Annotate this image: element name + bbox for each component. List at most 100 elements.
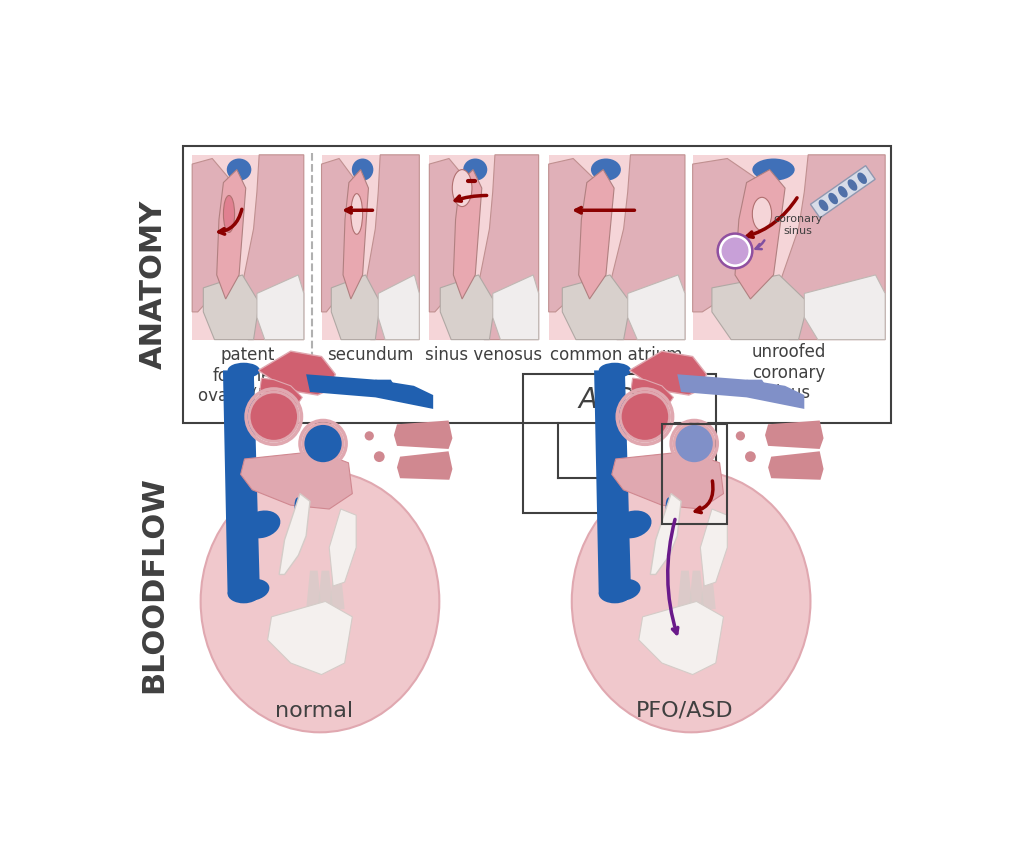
- Polygon shape: [562, 275, 631, 340]
- Polygon shape: [306, 571, 322, 609]
- Polygon shape: [677, 571, 692, 609]
- Text: coronary
sinus: coronary sinus: [773, 214, 822, 235]
- Text: BLOODFLOW: BLOODFLOW: [139, 476, 168, 693]
- Ellipse shape: [352, 158, 374, 181]
- Polygon shape: [317, 571, 333, 609]
- Polygon shape: [267, 601, 352, 674]
- Polygon shape: [397, 452, 453, 479]
- Ellipse shape: [243, 510, 281, 538]
- Polygon shape: [330, 571, 345, 609]
- Polygon shape: [193, 158, 234, 312]
- Ellipse shape: [226, 158, 251, 181]
- Polygon shape: [243, 155, 304, 340]
- Polygon shape: [712, 275, 808, 340]
- Polygon shape: [579, 170, 614, 299]
- Polygon shape: [639, 601, 724, 674]
- Ellipse shape: [236, 579, 269, 601]
- Polygon shape: [454, 170, 482, 299]
- Polygon shape: [330, 509, 356, 586]
- Ellipse shape: [453, 170, 472, 207]
- Polygon shape: [628, 275, 685, 340]
- Polygon shape: [257, 275, 304, 340]
- Bar: [183, 145, 891, 423]
- Ellipse shape: [351, 193, 362, 235]
- Circle shape: [303, 424, 343, 463]
- Ellipse shape: [599, 584, 631, 603]
- Polygon shape: [429, 158, 471, 312]
- Ellipse shape: [201, 470, 439, 733]
- Polygon shape: [549, 158, 600, 312]
- Ellipse shape: [753, 198, 772, 230]
- Bar: [662, 425, 727, 525]
- Ellipse shape: [848, 179, 857, 191]
- Text: unroofed
coronary
sinus: unroofed coronary sinus: [752, 342, 826, 402]
- Ellipse shape: [828, 193, 838, 204]
- Text: ANATOMY: ANATOMY: [139, 199, 168, 369]
- Ellipse shape: [227, 362, 260, 378]
- Polygon shape: [343, 170, 369, 299]
- Polygon shape: [594, 370, 631, 594]
- Polygon shape: [223, 370, 260, 594]
- Text: PFO/ASD: PFO/ASD: [636, 701, 734, 721]
- Polygon shape: [322, 158, 358, 312]
- Polygon shape: [804, 275, 885, 340]
- Polygon shape: [765, 420, 823, 449]
- Circle shape: [374, 452, 385, 462]
- Polygon shape: [650, 494, 681, 574]
- Ellipse shape: [571, 470, 810, 733]
- Ellipse shape: [666, 498, 674, 521]
- Polygon shape: [394, 420, 453, 449]
- Polygon shape: [478, 155, 539, 340]
- Bar: [193, 155, 304, 340]
- Text: sinus venosus: sinus venosus: [425, 346, 543, 364]
- Ellipse shape: [857, 172, 867, 184]
- Circle shape: [249, 392, 298, 442]
- Bar: [429, 155, 539, 340]
- Ellipse shape: [599, 362, 631, 378]
- Polygon shape: [217, 170, 246, 299]
- Polygon shape: [779, 155, 885, 340]
- Bar: [322, 155, 419, 340]
- Bar: [523, 374, 716, 513]
- Polygon shape: [689, 571, 705, 609]
- Polygon shape: [631, 378, 674, 405]
- Polygon shape: [611, 452, 724, 509]
- Ellipse shape: [613, 510, 651, 538]
- Ellipse shape: [606, 579, 641, 601]
- Polygon shape: [366, 155, 419, 340]
- Polygon shape: [677, 374, 804, 409]
- Polygon shape: [610, 155, 685, 340]
- Bar: [549, 155, 685, 340]
- Text: secundum: secundum: [327, 346, 414, 364]
- Polygon shape: [493, 275, 539, 340]
- Bar: [692, 155, 885, 340]
- Polygon shape: [440, 275, 495, 340]
- Circle shape: [621, 392, 670, 442]
- Polygon shape: [700, 509, 727, 586]
- Polygon shape: [306, 374, 433, 409]
- Polygon shape: [810, 166, 876, 218]
- Text: common atrium: common atrium: [550, 346, 683, 364]
- Ellipse shape: [818, 199, 828, 211]
- Polygon shape: [332, 275, 380, 340]
- Polygon shape: [204, 275, 259, 340]
- Polygon shape: [280, 494, 310, 574]
- Polygon shape: [258, 352, 336, 395]
- Ellipse shape: [591, 158, 621, 181]
- Text: normal: normal: [274, 701, 353, 721]
- Polygon shape: [700, 571, 716, 609]
- Circle shape: [674, 424, 714, 463]
- Polygon shape: [378, 275, 419, 340]
- Polygon shape: [241, 452, 352, 509]
- Text: ASD: ASD: [579, 386, 637, 414]
- Ellipse shape: [463, 158, 487, 181]
- Polygon shape: [374, 379, 394, 392]
- Polygon shape: [692, 158, 766, 312]
- Polygon shape: [630, 352, 707, 395]
- Circle shape: [722, 237, 749, 264]
- Circle shape: [718, 234, 753, 268]
- Ellipse shape: [838, 186, 848, 198]
- Circle shape: [736, 431, 745, 441]
- Polygon shape: [768, 452, 823, 479]
- Polygon shape: [260, 378, 302, 405]
